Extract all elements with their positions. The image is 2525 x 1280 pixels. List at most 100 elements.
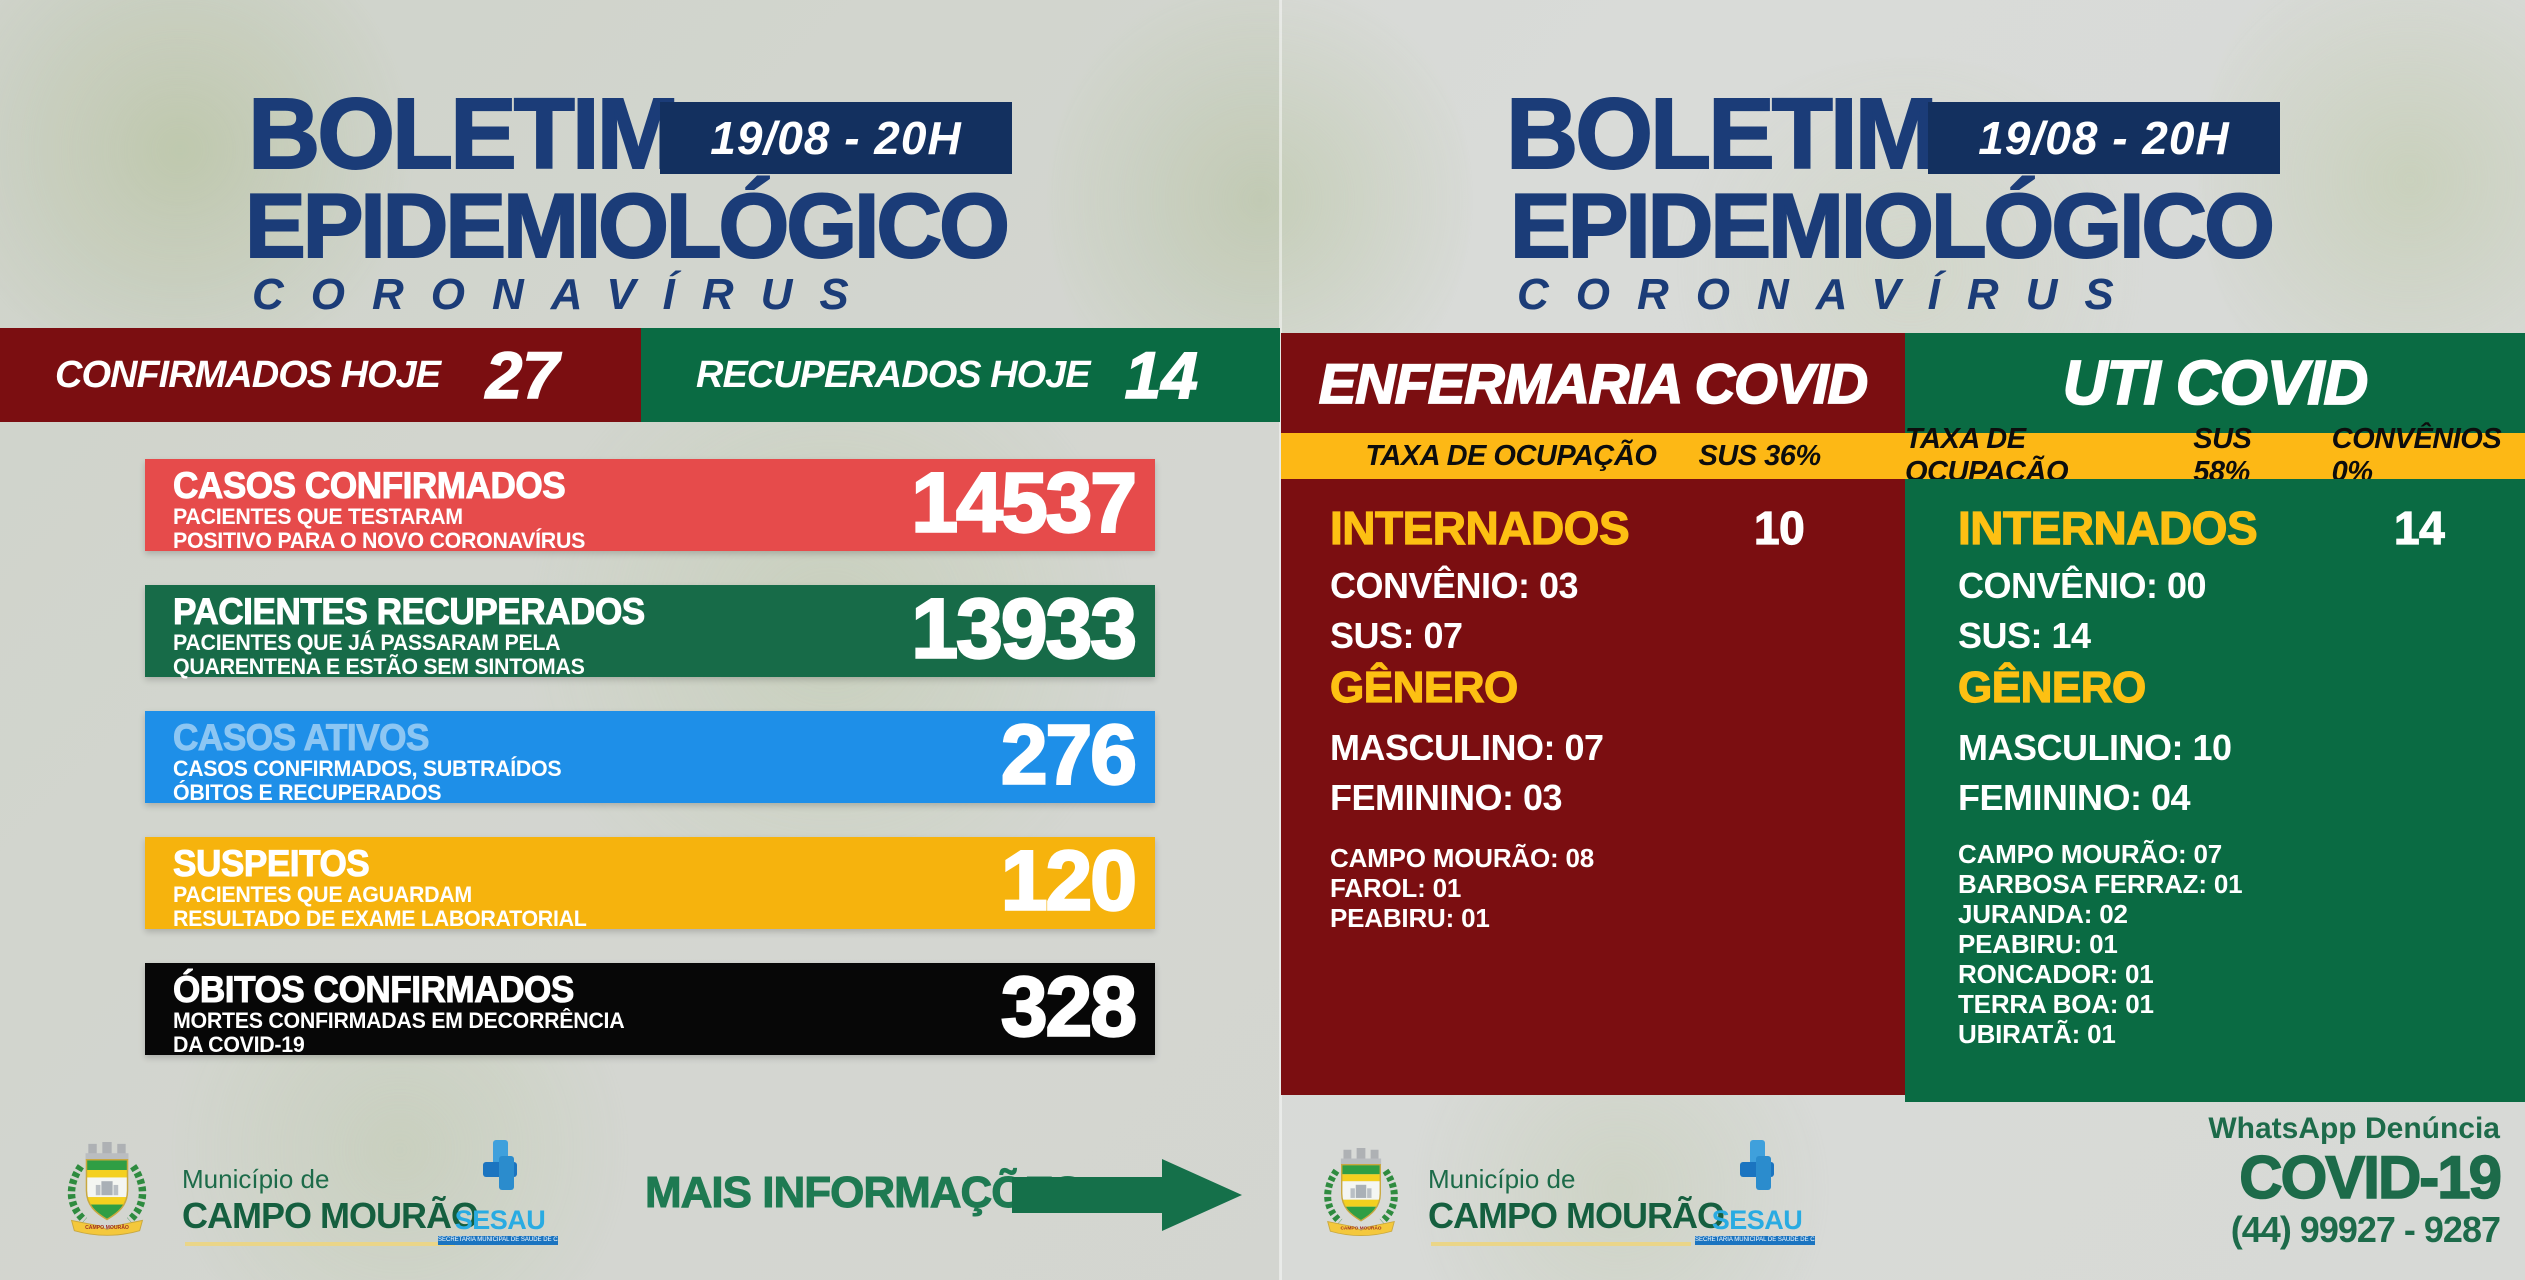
stat-value: 328 (1000, 958, 1139, 1055)
inpatients-label: INTERNADOS (1329, 501, 1630, 554)
sesau-wordmark: SESAU (454, 1205, 546, 1235)
date-badge-text: 19/08 - 20H (710, 112, 962, 164)
gender-label: GÊNERO (1957, 662, 2146, 712)
municipality-lockup: Município de CAMPO MOURÃO (1428, 1164, 1725, 1237)
inpatients-value: 14 (2393, 501, 2445, 554)
crest-banner-text: CAMPO MOURÃO (1340, 1224, 1381, 1231)
stat-title: CASOS CONFIRMADOS (173, 465, 567, 506)
city-line: FAROL: 01 (1330, 873, 1462, 903)
recovered-today-label: RECUPERADOS HOJE (696, 353, 1091, 396)
stat-title: CASOS ATIVOS (173, 717, 430, 758)
stat-desc-line1: CASOS CONFIRMADOS, SUBTRAÍDOS (173, 755, 562, 781)
stat-desc-line1: PACIENTES QUE JÁ PASSARAM PELA (173, 629, 561, 655)
city-line: TERRA BOA: 01 (1958, 989, 2154, 1019)
female-line: FEMININO: 04 (1958, 777, 2191, 818)
recovered-today-box: RECUPERADOS HOJE 14 (641, 328, 1280, 422)
stat-block-recovered-patients: PACIENTES RECUPERADOS PACIENTES QUE JÁ P… (145, 580, 1155, 679)
occupancy-label: TAXA DE OCUPAÇÃO (1365, 439, 1657, 472)
page-title-line1: BOLETIM (247, 78, 681, 190)
sus-line: SUS: 07 (1330, 615, 1463, 656)
recovered-today-value: 14 (1124, 337, 1199, 413)
uti-header: UTI COVID (1905, 333, 2525, 433)
stat-desc-line1: MORTES CONFIRMADAS EM DECORRÊNCIA (173, 1007, 625, 1033)
city-line: CAMPO MOURÃO: 08 (1330, 843, 1595, 873)
male-line: MASCULINO: 07 (1330, 727, 1604, 768)
whatsapp-line1: WhatsApp Denúncia (2208, 1112, 2500, 1145)
crest-banner-text: CAMPO MOURÃO (85, 1224, 129, 1231)
uti-header-text: UTI COVID (2062, 348, 2369, 419)
enfermaria-header-text: ENFERMARIA COVID (1318, 351, 1869, 416)
sesau-logo: SESAU SECRETARIA MUNICIPAL DE SAÚDE DE C… (1695, 1138, 1819, 1245)
sesau-caption: SECRETARIA MUNICIPAL DE SAÚDE DE CAMPO M… (438, 1236, 558, 1245)
municipality-line2: CAMPO MOURÃO (182, 1195, 479, 1236)
more-info-label: MAIS INFORMAÇÕES (644, 1168, 1082, 1218)
stat-title: SUSPEITOS (173, 843, 371, 884)
city-line: BARBOSA FERRAZ: 01 (1958, 869, 2243, 899)
sus-line: SUS: 14 (1958, 615, 2091, 656)
inpatients-label: INTERNADOS (1957, 501, 2258, 554)
enfermaria-occupancy: TAXA DE OCUPAÇÃO SUS 36% (1281, 433, 1905, 479)
enfermaria-header: ENFERMARIA COVID (1281, 333, 1905, 433)
occupancy-strip (1281, 433, 2525, 479)
confirmed-today-box: CONFIRMADOS HOJE 27 (0, 328, 641, 422)
stat-block-suspected: SUSPEITOS PACIENTES QUE AGUARDAM RESULTA… (145, 832, 1155, 931)
stat-value: 13933 (910, 580, 1138, 677)
stat-value: 14537 (910, 454, 1138, 551)
city-line: CAMPO MOURÃO: 07 (1958, 839, 2223, 869)
municipality-underline (185, 1242, 455, 1246)
page-subtitle: CORONAVÍRUS (1517, 270, 2141, 319)
sesau-wordmark: SESAU (1711, 1205, 1803, 1235)
date-badge: 19/08 - 20H (1928, 102, 2280, 174)
stat-desc-line2: POSITIVO PARA O NOVO CORONAVÍRUS (173, 527, 586, 553)
city-line: JURANDA: 02 (1958, 899, 2128, 929)
female-line: FEMININO: 03 (1330, 777, 1563, 818)
municipality-underline (1431, 1242, 1691, 1246)
stat-title: ÓBITOS CONFIRMADOS (173, 969, 575, 1010)
uti-occupancy: TAXA DE OCUPAÇÃO SUS 58% CONVÊNIOS 0% (1905, 423, 2525, 488)
uti-column: INTERNADOS 14 CONVÊNIO: 00 SUS: 14 GÊNER… (1905, 479, 2525, 1102)
convenio-line: CONVÊNIO: 00 (1958, 565, 2207, 606)
page-title-line2: EPIDEMIOLÓGICO (1509, 176, 2276, 277)
municipality-lockup: Município de CAMPO MOURÃO (182, 1164, 479, 1237)
whatsapp-report-block: WhatsApp Denúncia COVID-19 (44) 99927 - … (2150, 1112, 2503, 1251)
page-title-line1: BOLETIM (1505, 78, 1939, 190)
stat-block-confirmed-deaths: ÓBITOS CONFIRMADOS MORTES CONFIRMADAS EM… (145, 958, 1155, 1057)
city-line: PEABIRU: 01 (1958, 929, 2118, 959)
sesau-cross-icon (1740, 1140, 1774, 1190)
enfermaria-column: INTERNADOS 10 CONVÊNIO: 03 SUS: 07 GÊNER… (1281, 479, 1905, 1095)
stat-desc-line2: ÓBITOS E RECUPERADOS (173, 779, 442, 805)
sesau-logo: SESAU SECRETARIA MUNICIPAL DE SAÚDE DE C… (438, 1138, 562, 1245)
stat-value: 120 (1000, 832, 1139, 929)
city-line: RONCADOR: 01 (1958, 959, 2154, 989)
date-badge-text: 19/08 - 20H (1978, 112, 2230, 164)
stat-block-active-cases: CASOS ATIVOS CASOS CONFIRMADOS, SUBTRAÍD… (145, 706, 1155, 805)
stat-desc-line2: RESULTADO DE EXAME LABORATORIAL (173, 905, 587, 931)
municipality-line2: CAMPO MOURÃO (1428, 1195, 1725, 1236)
stat-desc-line2: QUARENTENA E ESTÃO SEM SINTOMAS (173, 653, 585, 679)
male-line: MASCULINO: 10 (1958, 727, 2232, 768)
page-subtitle: CORONAVÍRUS (252, 270, 876, 319)
city-line: UBIRATÃ: 01 (1958, 1019, 2116, 1049)
city-line: PEABIRU: 01 (1330, 903, 1490, 933)
stat-block-confirmed-cases: CASOS CONFIRMADOS PACIENTES QUE TESTARAM… (145, 454, 1155, 553)
stat-value: 276 (1000, 706, 1139, 803)
whatsapp-line2: COVID-19 (2239, 1144, 2503, 1211)
stat-desc-line1: PACIENTES QUE AGUARDAM (173, 881, 472, 907)
date-badge: 19/08 - 20H (660, 102, 1012, 174)
coat-of-arms-icon: CAMPO MOURÃO (67, 1142, 147, 1236)
municipality-line1: Município de (1428, 1164, 1576, 1194)
occupancy-sus: SUS 36% (1698, 439, 1821, 472)
gender-label: GÊNERO (1329, 662, 1518, 712)
stat-desc-line1: PACIENTES QUE TESTARAM (173, 503, 463, 529)
stat-desc-line2: DA COVID-19 (173, 1031, 305, 1057)
sesau-cross-icon (483, 1140, 517, 1190)
whatsapp-line3: (44) 99927 - 9287 (2230, 1209, 2501, 1250)
uti-cities-list: CAMPO MOURÃO: 07 BARBOSA FERRAZ: 01 JURA… (1958, 839, 2243, 1049)
panel-seam-divider (1279, 0, 1282, 1280)
confirmed-today-value: 27 (485, 337, 560, 413)
coat-of-arms-icon: CAMPO MOURÃO (1324, 1148, 1398, 1237)
page-title-line2: EPIDEMIOLÓGICO (244, 176, 1011, 277)
arrow-right-icon (1012, 1159, 1242, 1231)
inpatients-value: 10 (1753, 501, 1805, 554)
